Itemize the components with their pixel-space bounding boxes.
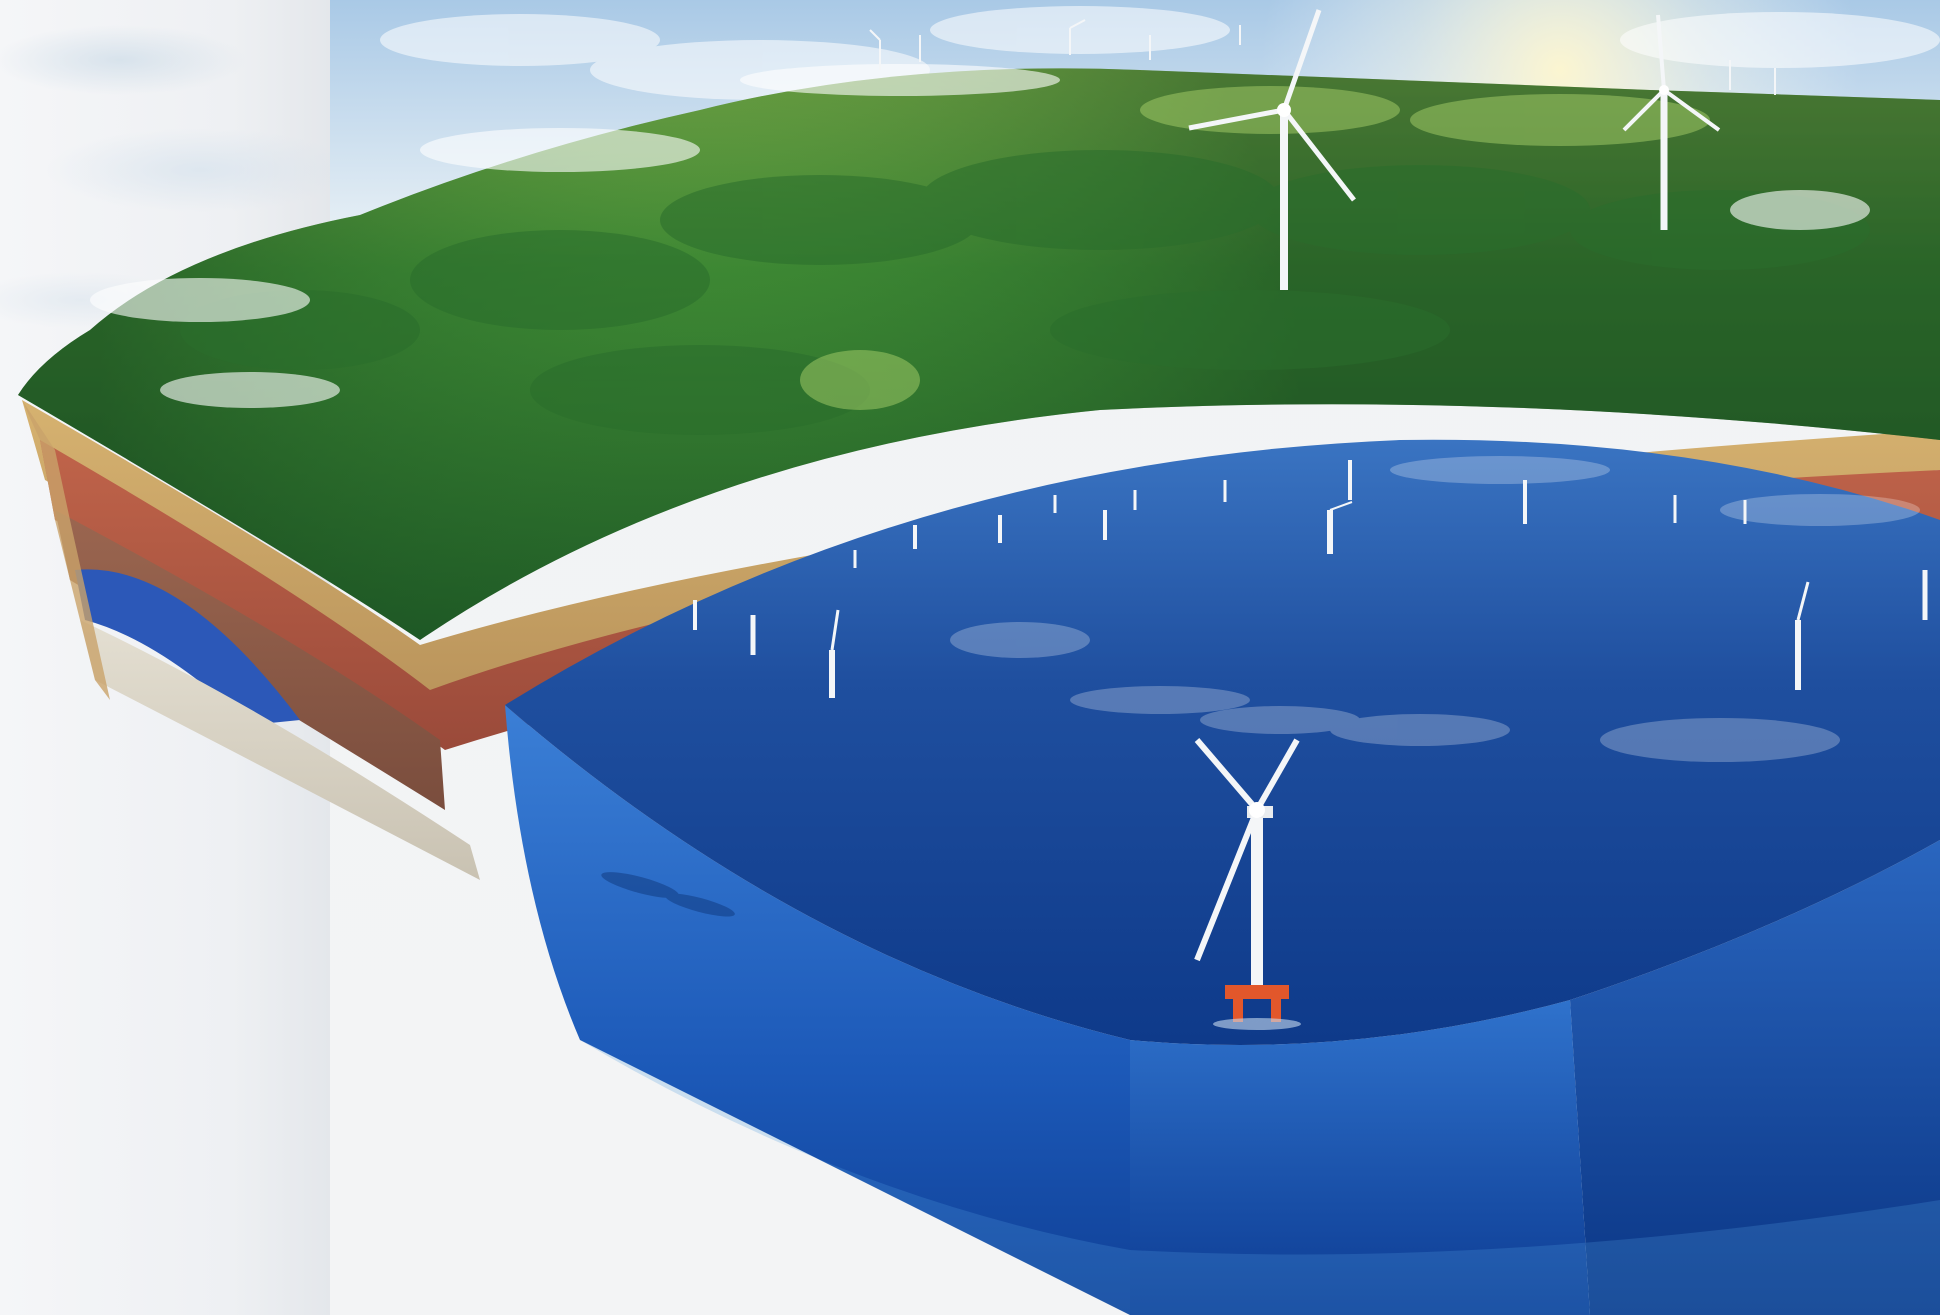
mountain-mist — [90, 64, 1870, 408]
sea-cloud-reflections — [950, 456, 1920, 762]
forest-highlights — [800, 86, 1710, 410]
sea-wall-front — [1130, 1000, 1590, 1315]
sea-wall-left — [505, 705, 1130, 1315]
offshore-turbines-distant — [693, 460, 1928, 698]
offshore-platform — [1213, 985, 1301, 1030]
sky-clouds — [380, 6, 1940, 100]
offshore-turbine-main — [1194, 738, 1301, 1030]
sea-wall-right — [1570, 840, 1940, 1315]
aquifer-layer — [75, 569, 300, 725]
dolphins — [601, 872, 735, 917]
seabed-glow — [580, 1040, 1940, 1315]
onshore-turbine-large — [1188, 9, 1356, 290]
soil-left-edge — [22, 400, 110, 700]
onshore-turbine-right — [1622, 14, 1721, 230]
bedrock-layer — [80, 620, 480, 880]
distant-onshore-turbines — [869, 19, 1776, 95]
sea-block — [505, 439, 1940, 1315]
sea-surface — [505, 439, 1940, 1045]
